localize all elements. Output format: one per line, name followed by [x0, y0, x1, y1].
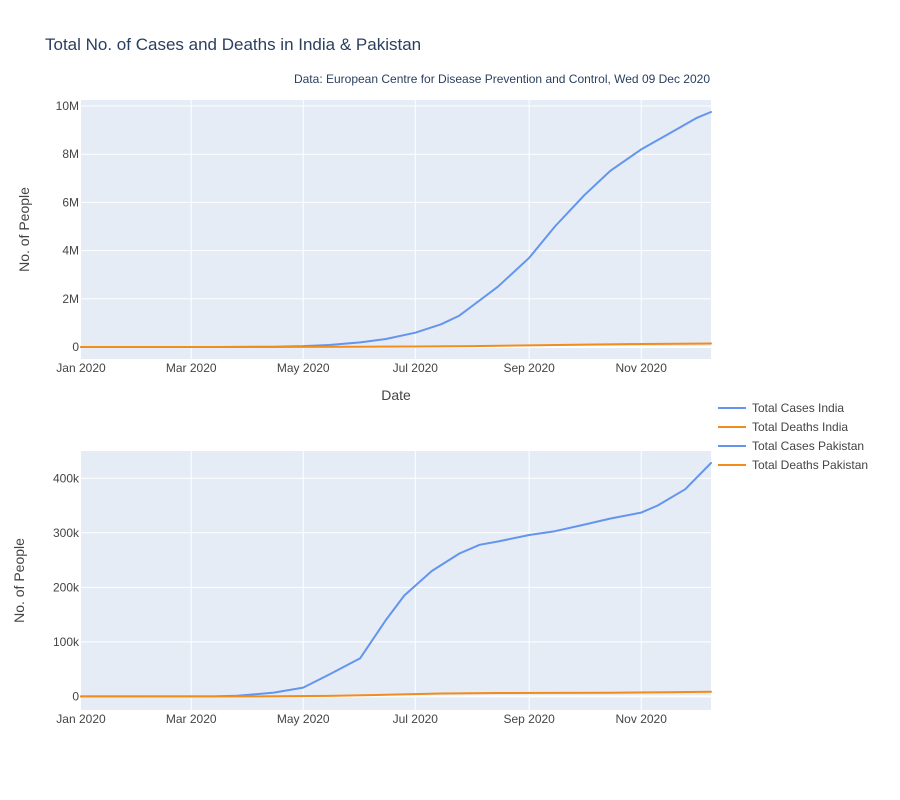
x-tick-label: Jul 2020 — [393, 361, 439, 375]
y-axis-title: No. of People — [11, 538, 27, 623]
x-tick-label: Nov 2020 — [616, 712, 668, 726]
x-tick-label: Nov 2020 — [616, 361, 668, 375]
y-axis-title: No. of People — [16, 187, 32, 272]
x-tick-label: Mar 2020 — [166, 361, 217, 375]
series-line-total-deaths-pakistan — [80, 690, 712, 698]
legend-label: Total Cases Pakistan — [752, 439, 864, 453]
legend-label: Total Cases India — [752, 401, 844, 415]
y-tick-label: 6M — [62, 195, 79, 209]
x-tick-label: Sep 2020 — [503, 361, 555, 375]
legend-label: Total Deaths India — [752, 420, 848, 434]
subplot-pakistan: Jan 2020 Mar 2020 May 2020 Jul 2020 Sep 2020… — [11, 451, 712, 726]
y-tick-label: 300k — [53, 526, 80, 540]
y-tick-label: 0 — [72, 340, 79, 354]
x-tick-label: Mar 2020 — [166, 712, 217, 726]
series-line-total-cases-pakistan — [80, 462, 712, 698]
chart-subtitle: Data: European Centre for Disease Preven… — [294, 72, 710, 86]
y-tick-label: 0 — [72, 689, 79, 703]
y-tick-label: 4M — [62, 244, 79, 258]
legend-item[interactable]: Total Cases India — [718, 401, 844, 415]
x-tick-label: Sep 2020 — [503, 712, 555, 726]
subplot-india: Jan 2020 Mar 2020 May 2020 Jul 2020 Sep 2020… — [16, 99, 712, 403]
x-tick-label: Jul 2020 — [393, 712, 439, 726]
y-tick-label: 100k — [53, 635, 80, 649]
plot-area — [81, 451, 711, 710]
x-tick-label: May 2020 — [277, 361, 330, 375]
chart-title: Total No. of Cases and Deaths in India &… — [45, 35, 421, 54]
x-tick-label: Jan 2020 — [56, 361, 106, 375]
y-tick-label: 200k — [53, 580, 80, 594]
legend-item[interactable]: Total Deaths Pakistan — [718, 458, 868, 472]
series-line-total-deaths-india — [80, 342, 712, 348]
legend[interactable]: Total Cases India Total Deaths India Total… — [718, 401, 868, 472]
legend-label: Total Deaths Pakistan — [752, 458, 868, 472]
y-tick-label: 8M — [62, 147, 79, 161]
y-tick-label: 2M — [62, 292, 79, 306]
y-tick-label: 10M — [56, 99, 79, 113]
legend-item[interactable]: Total Cases Pakistan — [718, 439, 864, 453]
legend-item[interactable]: Total Deaths India — [718, 420, 848, 434]
x-tick-label: May 2020 — [277, 712, 330, 726]
y-tick-label: 400k — [53, 471, 80, 485]
x-tick-label: Jan 2020 — [56, 712, 106, 726]
plot-area — [81, 100, 711, 359]
x-axis-title: Date — [381, 387, 411, 403]
